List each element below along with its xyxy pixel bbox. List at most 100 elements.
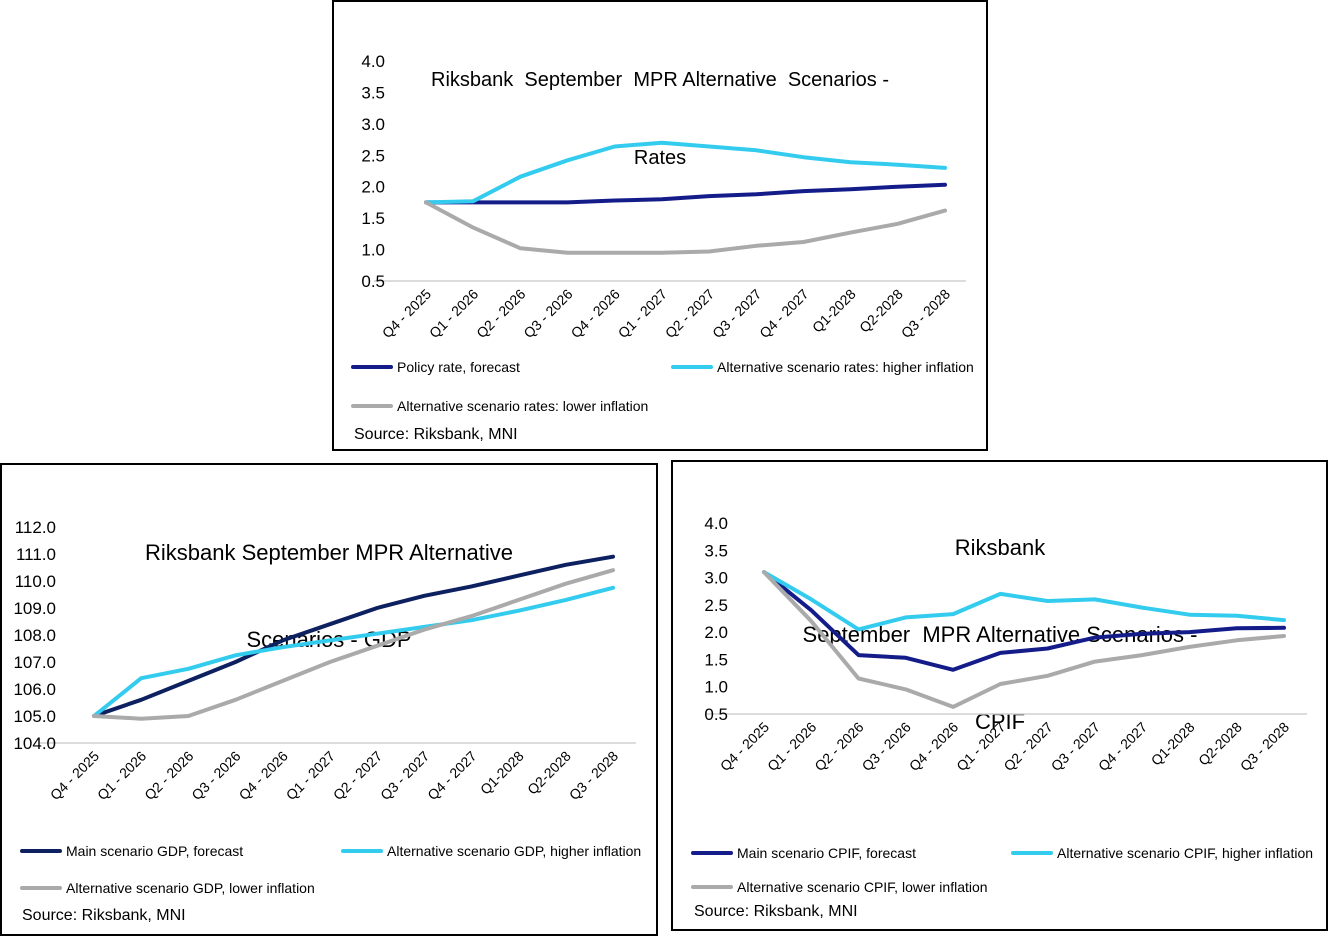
cpif-series-line-1 (762, 570, 1286, 672)
title-line: Riksbank (954, 535, 1046, 560)
rates-x-tick-label: Q1 - 2027 (615, 286, 670, 341)
gdp-y-tick-label: 107.0 (13, 653, 56, 672)
rates-x-tick-label: Q2 - 2026 (473, 286, 528, 341)
gdp-x-tick-label: Q1-2028 (477, 748, 527, 798)
legend-label: Alternative scenario GDP, lower inflatio… (66, 880, 315, 896)
cpif-x-tick-label: Q3 - 2028 (1237, 719, 1292, 774)
cpif-x-tick-label: Q4 - 2027 (1095, 719, 1150, 774)
legend-swatch (1011, 851, 1053, 855)
gdp-series-line-1 (92, 554, 615, 718)
rates-y-tick-label: 4.0 (361, 52, 385, 71)
legend-label: Policy rate, forecast (397, 359, 520, 375)
legend-label: Alternative scenario GDP, higher inflati… (387, 843, 642, 859)
cpif-x-tick-label: Q4 - 2025 (717, 719, 772, 774)
gdp-x-tick-label: Q1 - 2027 (283, 748, 338, 803)
cpif-y-tick-label: 4.0 (704, 514, 728, 533)
gdp-x-tick-label: Q3 - 2026 (188, 748, 243, 803)
legend-item: Main scenario CPIF, forecast (691, 845, 916, 861)
rates-x-tick-label: Q2 - 2027 (662, 286, 717, 341)
gdp-x-tick-label: Q4 - 2025 (47, 748, 102, 803)
gdp-x-tick-label: Q2 - 2026 (141, 748, 196, 803)
rates-x-tick-label: Q3 - 2026 (520, 286, 575, 341)
legend-swatch (20, 886, 62, 890)
legend-item: Alternative scenario rates: lower inflat… (351, 398, 648, 414)
cpif-y-tick-label: 2.5 (704, 596, 728, 615)
rates-x-tick-label: Q1 - 2026 (426, 286, 481, 341)
cpif-x-tick-label: Q4 - 2026 (906, 719, 961, 774)
gdp-y-tick-label: 108.0 (13, 626, 56, 645)
cpif-x-tick-label: Q1-2028 (1148, 719, 1198, 769)
cpif-series-line-3 (762, 570, 1286, 709)
legend-item: Alternative scenario GDP, higher inflati… (341, 843, 641, 859)
legend-item: Alternative scenario CPIF, lower inflati… (691, 879, 988, 895)
cpif-x-tick-label: Q3 - 2027 (1048, 719, 1103, 774)
cpif-series-line-2 (762, 570, 1286, 632)
rates-series-line-3 (424, 200, 947, 255)
legend-label: Alternative scenario rates: higher infla… (717, 359, 974, 375)
gdp-x-tick-label: Q4 - 2026 (236, 748, 291, 803)
rates-x-tick-label: Q3 - 2028 (898, 286, 953, 341)
legend-swatch (691, 885, 733, 889)
gdp-y-tick-label: 112.0 (15, 518, 56, 537)
rates-x-tick-label: Q3 - 2027 (709, 286, 764, 341)
cpif-x-tick-label: Q1 - 2026 (764, 719, 819, 774)
cpif-x-tick-label: Q2 - 2027 (1000, 719, 1055, 774)
legend-label: Main scenario CPIF, forecast (737, 845, 916, 861)
rates-x-tick-label: Q4 - 2025 (379, 286, 434, 341)
legend-swatch (351, 365, 393, 369)
cpif-y-tick-label: 1.5 (704, 650, 728, 669)
gdp-y-tick-label: 111.0 (16, 545, 56, 564)
source-note: Source: Riksbank, MNI (694, 903, 858, 920)
gdp-y-tick-label: 109.0 (13, 599, 56, 618)
legend-item: Alternative scenario GDP, lower inflatio… (20, 880, 315, 896)
cpif-x-tick-label: Q1 - 2027 (953, 719, 1008, 774)
gdp-series-line-2 (92, 585, 615, 718)
title-line: Riksbank September MPR Alternative (144, 540, 514, 565)
cpif-x-tick-label: Q3 - 2026 (859, 719, 914, 774)
cpif-y-tick-label: 1.0 (704, 678, 728, 697)
legend-item: Main scenario GDP, forecast (20, 843, 243, 859)
legend-item: Alternative scenario rates: higher infla… (671, 359, 974, 375)
legend-swatch (20, 849, 62, 853)
title-line: Rates (633, 147, 687, 169)
gdp-y-tick-label: 104.0 (13, 734, 56, 753)
rates-x-tick-label: Q4 - 2026 (568, 286, 623, 341)
source-note: Source: Riksbank, MNI (22, 907, 186, 924)
cpif-y-tick-label: 3.0 (704, 569, 728, 588)
legend-item: Alternative scenario CPIF, higher inflat… (1011, 845, 1313, 861)
rates-y-tick-label: 3.5 (361, 83, 385, 102)
gdp-y-tick-label: 105.0 (13, 707, 56, 726)
gdp-x-tick-label: Q3 - 2027 (377, 748, 432, 803)
rates-x-tick-label: Q1-2028 (809, 286, 859, 336)
rates-chart-title: Riksbank September MPR Alternative Scena… (360, 15, 960, 197)
cpif-y-tick-label: 2.0 (704, 623, 728, 642)
cpif-x-tick-label: Q2 - 2026 (811, 719, 866, 774)
rates-y-tick-label: 1.0 (361, 241, 385, 260)
cpif-chart-frame (671, 460, 1328, 931)
legend-item: Policy rate, forecast (351, 359, 520, 375)
rates-y-tick-label: 0.5 (361, 272, 385, 291)
gdp-series-line-3 (92, 568, 615, 721)
legend-label: Alternative scenario rates: lower inflat… (397, 398, 649, 414)
legend-label: Main scenario GDP, forecast (66, 843, 244, 859)
legend-label: Alternative scenario CPIF, higher inflat… (1057, 845, 1314, 861)
gdp-x-tick-label: Q4 - 2027 (424, 748, 479, 803)
gdp-y-tick-label: 110.0 (15, 572, 56, 591)
rates-x-tick-label: Q4 - 2027 (756, 286, 811, 341)
gdp-x-tick-label: Q3 - 2028 (566, 748, 621, 803)
legend-swatch (341, 849, 383, 853)
rates-y-tick-label: 2.5 (361, 146, 385, 165)
gdp-chart-frame (0, 463, 658, 936)
rates-series-line-2 (424, 140, 947, 205)
cpif-y-tick-label: 3.5 (704, 541, 728, 560)
gdp-y-tick-label: 106.0 (13, 680, 56, 699)
title-line: CPIF (974, 709, 1026, 734)
rates-y-tick-label: 2.0 (361, 178, 385, 197)
legend-swatch (671, 365, 713, 369)
title-line: Riksbank September MPR Alternative Scena… (431, 69, 889, 91)
legend-swatch (351, 404, 393, 408)
legend-swatch (691, 851, 733, 855)
source-note: Source: Riksbank, MNI (354, 426, 518, 443)
rates-series-line-1 (424, 182, 947, 205)
